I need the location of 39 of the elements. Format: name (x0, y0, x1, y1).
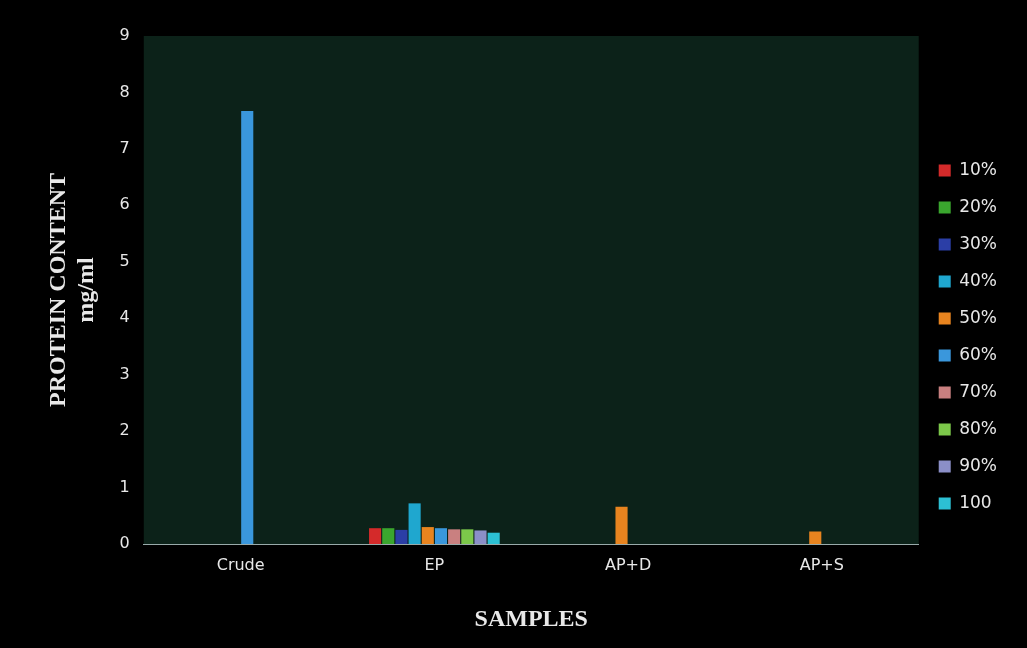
y-tick-label: 0 (119, 533, 130, 553)
bar (474, 530, 487, 544)
y-tick-label: 6 (119, 194, 130, 214)
bar (241, 111, 254, 544)
legend-label: 80% (959, 417, 998, 438)
x-tick-label: AP+S (799, 554, 844, 574)
bar (809, 531, 822, 544)
y-tick-label: 2 (119, 420, 130, 440)
y-tick-label: 9 (119, 25, 130, 45)
y-tick-label: 4 (119, 307, 130, 327)
legend-label: 30% (959, 232, 998, 253)
legend-label: 90% (959, 454, 998, 475)
bar (421, 527, 434, 544)
y-tick-label: 8 (119, 81, 130, 101)
bar (369, 528, 382, 544)
y-tick-label: 3 (119, 363, 130, 383)
y-tick-label: 5 (119, 250, 130, 270)
x-axis-title: SAMPLES (474, 604, 588, 631)
legend-label: 100 (959, 491, 992, 512)
bar (615, 506, 628, 544)
legend-label: 60% (959, 343, 998, 364)
y-tick-label: 1 (119, 476, 130, 496)
bar (382, 528, 395, 544)
x-tick-label: EP (424, 554, 445, 574)
y-axis-title: PROTEIN CONTENT mg/ml (43, 172, 99, 408)
legend-label: 70% (959, 380, 998, 401)
bar (448, 529, 461, 544)
legend-label: 50% (959, 306, 998, 327)
x-tick-label: AP+D (604, 554, 652, 574)
legend-label: 40% (959, 269, 998, 290)
bar (408, 503, 421, 544)
x-tick-label: Crude (216, 554, 265, 574)
y-tick-label: 7 (119, 138, 130, 158)
legend-label: 10% (959, 158, 998, 179)
bar (434, 528, 448, 544)
bar (461, 529, 474, 544)
legend-label: 20% (959, 195, 998, 216)
bar (487, 532, 500, 544)
bar (395, 529, 408, 544)
